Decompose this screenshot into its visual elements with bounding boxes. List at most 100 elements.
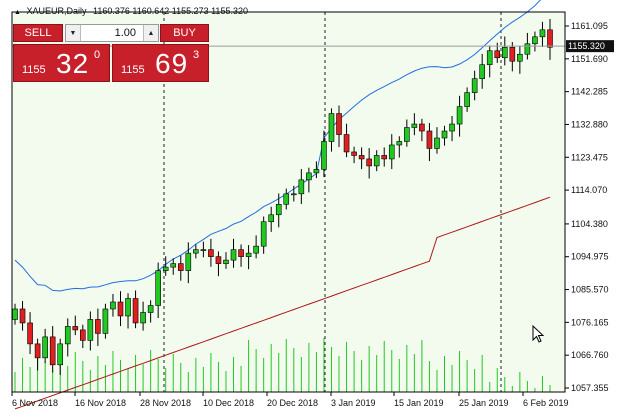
y-tick-label: 1132.880 — [571, 119, 608, 129]
bull-candle — [223, 259, 229, 264]
bull-candle — [283, 193, 290, 205]
bear-candle — [351, 151, 357, 156]
bear-candle — [19, 308, 26, 324]
sell-price-main: 32 — [56, 48, 90, 79]
buy-price-main: 69 — [155, 48, 189, 79]
bull-candle — [464, 92, 470, 107]
chevron-down-icon[interactable]: ▼ — [66, 25, 81, 41]
bull-candle — [260, 221, 267, 247]
bull-candle — [155, 270, 161, 306]
bear-candle — [426, 130, 433, 149]
bull-candle — [64, 326, 71, 345]
bull-candle — [185, 252, 192, 271]
x-tick-label: 6 Nov 2018 — [12, 398, 58, 408]
bear-candle — [494, 50, 501, 59]
candlesticks — [12, 19, 553, 375]
y-tick-label: 1085.570 — [571, 285, 609, 295]
bull-candle — [328, 113, 335, 142]
current-price-label: 1155.320 — [568, 41, 605, 51]
mouse-cursor-icon — [532, 325, 545, 343]
bull-candle — [313, 169, 320, 174]
bull-candle — [532, 36, 538, 45]
bull-candle — [411, 123, 418, 128]
chevron-up-icon[interactable]: ▲ — [143, 25, 158, 41]
bull-candle — [42, 336, 48, 359]
bull-candle — [479, 64, 485, 79]
bull-candle — [306, 172, 312, 181]
buy-price-sup: 3 — [193, 49, 200, 61]
symbol-label: XAUEUR,Daily — [26, 6, 87, 16]
bear-candle — [238, 249, 244, 257]
y-tick-label: 1114.070 — [571, 185, 607, 195]
bull-candle — [524, 43, 531, 55]
plot-border — [11, 11, 566, 393]
y-tick-label: 1066.760 — [571, 350, 609, 360]
bull-candle — [517, 53, 523, 62]
buy-price-box[interactable]: 1155 69 3 — [112, 44, 209, 82]
x-tick-label: 20 Dec 2018 — [267, 398, 318, 408]
one-click-trading-panel: SELL ▼ ▲ BUY 1155 32 0 1155 69 3 — [13, 24, 209, 82]
buy-button[interactable]: BUY — [160, 24, 209, 42]
x-tick-label: 16 Nov 2018 — [75, 398, 126, 408]
bull-candle — [441, 130, 448, 139]
y-axis: 1161.095 1151.690 1142.285 1132.880 1123.475… — [565, 21, 609, 393]
upper-band-line — [14, 0, 541, 292]
bull-candle — [57, 343, 64, 366]
bear-candle — [208, 249, 214, 257]
collapse-triangle-icon[interactable]: ▲ — [14, 9, 21, 16]
lot-size-stepper[interactable]: ▼ ▲ — [65, 24, 159, 42]
bull-candle — [147, 305, 154, 313]
y-tick-label: 1142.285 — [571, 87, 608, 97]
bull-candle — [404, 127, 410, 142]
bull-candle — [373, 155, 380, 167]
bull-candle — [396, 141, 403, 146]
bull-candle — [449, 123, 455, 132]
x-tick-label: 15 Jan 2019 — [394, 398, 444, 408]
sell-price-prefix: 1155 — [22, 64, 46, 76]
x-tick-label: 28 Nov 2018 — [140, 398, 191, 408]
bull-candle — [456, 106, 463, 125]
bull-candle — [268, 214, 274, 223]
bull-candle — [321, 141, 327, 170]
bull-candle — [12, 308, 18, 320]
x-tick-label: 25 Jan 2019 — [459, 398, 509, 408]
bull-candle — [253, 245, 259, 254]
bear-candle — [419, 123, 425, 132]
bear-candle — [117, 301, 124, 317]
bear-candle — [343, 134, 350, 153]
bull-candle — [275, 203, 282, 216]
y-tick-label: 1151.690 — [571, 54, 608, 64]
bull-candle — [539, 29, 546, 38]
bull-candle — [125, 298, 131, 317]
indicator-lines — [14, 0, 551, 410]
volume-bars — [14, 338, 551, 392]
x-tick-label: 3 Jan 2019 — [331, 398, 376, 408]
sell-button[interactable]: SELL — [13, 24, 63, 42]
x-tick-label: 6 Feb 2019 — [523, 398, 569, 408]
bull-candle — [87, 319, 94, 341]
bear-candle — [547, 29, 553, 48]
bull-candle — [102, 308, 109, 334]
x-axis: 6 Nov 2018 16 Nov 2018 28 Nov 2018 10 Dec 2… — [11, 392, 569, 408]
bull-candle — [291, 193, 297, 196]
ohlc-values: 1160.376 1160.642 1155.273 1155.320 — [92, 6, 248, 16]
bull-candle — [170, 263, 177, 268]
bear-candle — [49, 336, 56, 366]
bear-candle — [366, 158, 372, 167]
current-price-tag: 1155.320 — [566, 40, 614, 53]
bear-candle — [381, 155, 388, 160]
bear-candle — [215, 256, 222, 264]
bear-candle — [509, 46, 516, 62]
bull-candle — [200, 249, 207, 251]
bull-candle — [162, 266, 169, 271]
bull-candle — [298, 179, 305, 195]
lot-size-input[interactable] — [82, 25, 142, 41]
sell-price-sup: 0 — [94, 49, 101, 61]
sell-price-box[interactable]: 1155 32 0 — [13, 44, 110, 82]
bull-candle — [230, 249, 237, 261]
bear-candle — [34, 343, 41, 359]
bear-candle — [336, 113, 342, 135]
bull-candle — [388, 144, 395, 160]
bull-candle — [193, 249, 199, 254]
x-tick-label: 10 Dec 2018 — [203, 398, 254, 408]
